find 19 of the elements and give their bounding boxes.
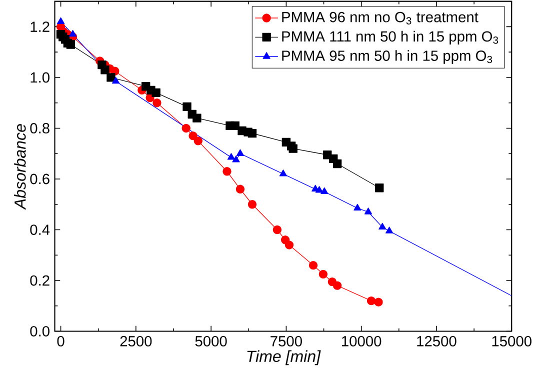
x-tick-label: 10000 (342, 336, 382, 346)
x-tick-label: 7500 (270, 336, 302, 346)
x-tick-label: 2500 (120, 336, 152, 346)
legend-label: PMMA 95 nm 50 h in 15 ppm O$_{3}$ (282, 50, 492, 64)
x-axis-title: Time [min] (247, 350, 321, 365)
x-tick-label: 5000 (195, 336, 227, 346)
y-tick-label: 0.2 (30, 275, 50, 286)
y-tick-label: 0.8 (30, 122, 50, 134)
y-tick-label: 1.0 (30, 72, 50, 82)
y-axis-title: Absorbance (14, 124, 26, 210)
legend-label: PMMA 96 nm no O$_{3}$ treatment (282, 12, 478, 24)
legend-label: PMMA 111 nm 50 h in 15 ppm O$_{3}$ (282, 30, 498, 44)
x-tick-label: 15000 (492, 336, 532, 346)
x-tick-label: 12500 (417, 336, 456, 346)
x-tick-label: 0 (57, 336, 64, 346)
y-tick-label: 1.2 (30, 21, 50, 32)
y-tick-label: 0.6 (30, 174, 50, 184)
y-tick-label: 0.4 (30, 224, 50, 235)
y-tick-label: 0.0 (30, 326, 50, 336)
